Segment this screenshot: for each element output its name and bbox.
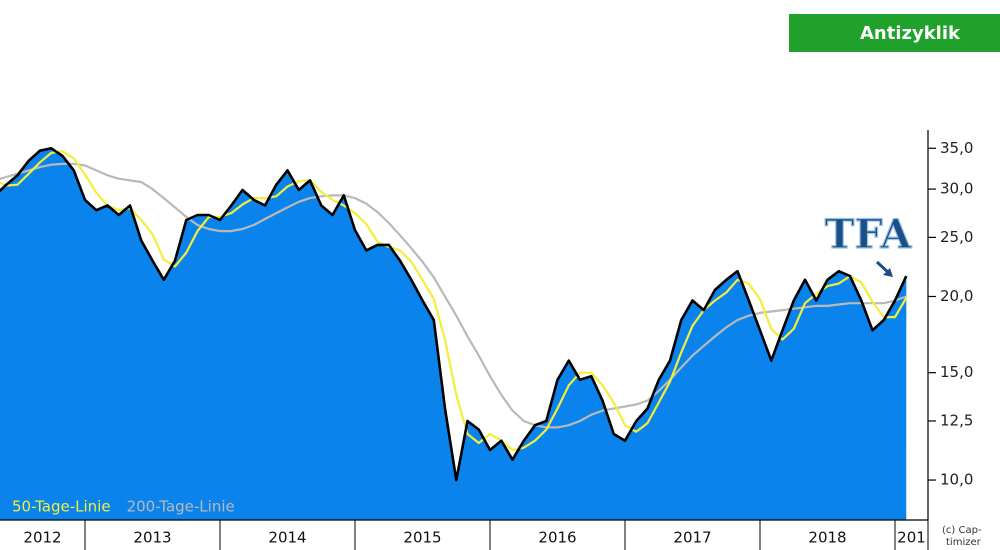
- button[interactable]: Antizyklik: [860, 23, 961, 44]
- x-tick-label: 2014: [268, 529, 306, 547]
- y-tick-label: 10,0: [940, 471, 973, 489]
- y-tick-label: 15,0: [940, 363, 973, 381]
- price-area: [0, 148, 907, 520]
- y-tick-label: 20,0: [940, 287, 973, 305]
- x-tick-label: 2013: [133, 529, 171, 547]
- x-tick-label: 201: [897, 529, 926, 547]
- y-tick-label: 30,0: [940, 180, 973, 198]
- logo-arrowhead: [883, 268, 893, 277]
- credit: (c) Cap-: [942, 525, 982, 536]
- button-bg[interactable]: [789, 14, 1000, 52]
- legend-entry: 200-Tage-Linie: [127, 498, 235, 516]
- legend-entry: 50-Tage-Linie: [12, 498, 111, 516]
- x-tick-label: 2012: [23, 529, 61, 547]
- moving-average-line: [0, 150, 908, 452]
- plot-area: [0, 147, 908, 520]
- credit: timizer: [946, 537, 982, 548]
- price-line: [0, 147, 908, 482]
- x-tick-label: 2016: [538, 529, 576, 547]
- y-tick-label: 25,0: [940, 228, 973, 246]
- y-tick-label: 12,5: [940, 411, 973, 429]
- x-tick-label: 2015: [403, 529, 441, 547]
- x-tick-label: 2017: [673, 529, 711, 547]
- logo: TFA: [825, 211, 913, 258]
- axes: 10,0 12,5 15,0 20,0 25,0 30,0 35,0 2012 2013 2014…: [0, 130, 973, 550]
- y-tick-label: 35,0: [940, 139, 973, 157]
- x-tick-label: 2018: [808, 529, 846, 547]
